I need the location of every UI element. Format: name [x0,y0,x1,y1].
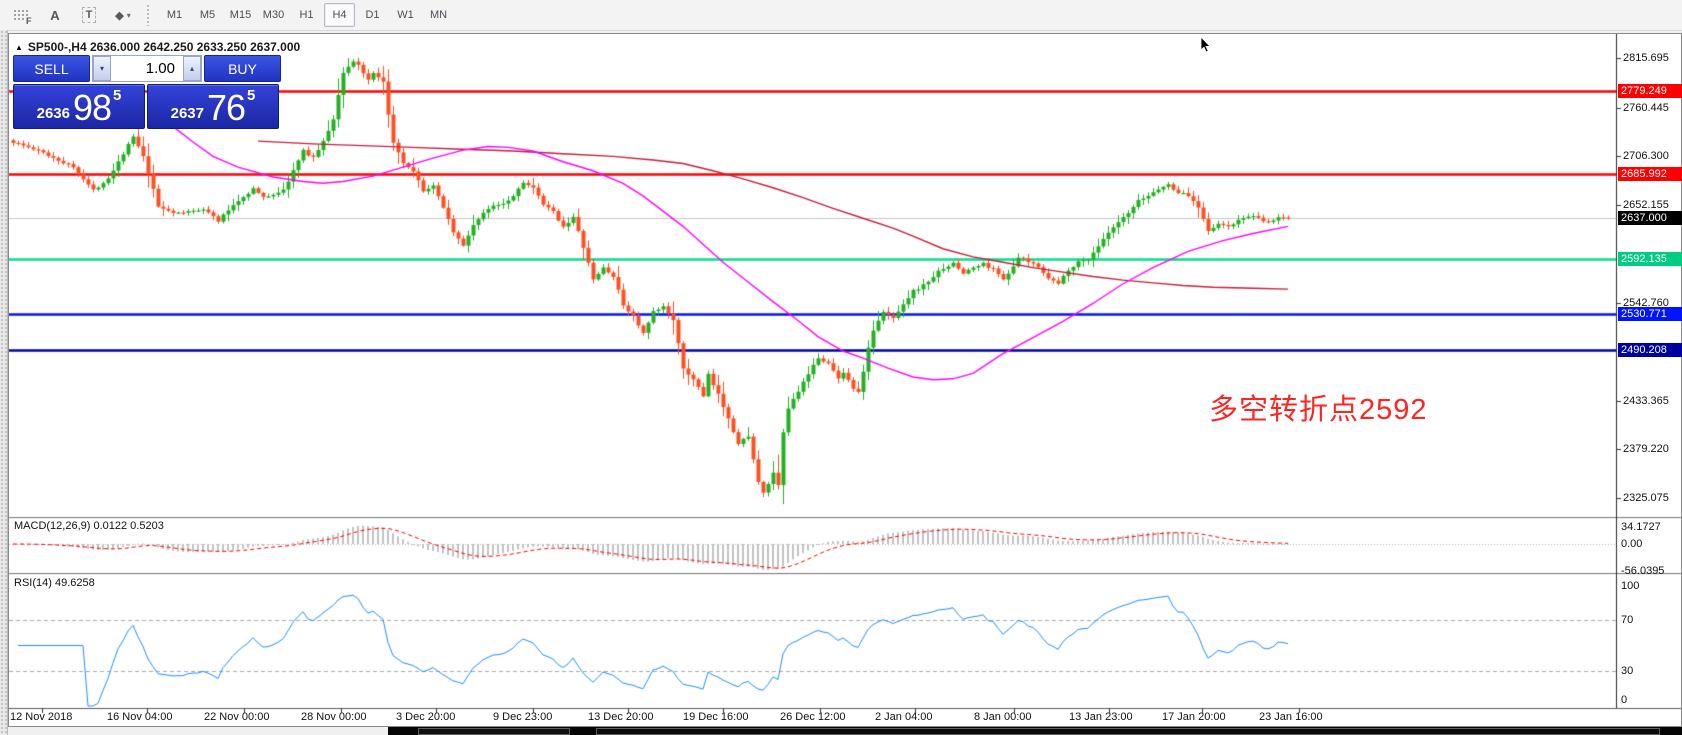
sell-button[interactable]: SELL [13,55,90,82]
bottom-dock-segment [596,728,1660,735]
time-axis-label: 19 Dec 16:00 [683,711,749,723]
indicators-grid-icon[interactable]: F [8,3,34,27]
bottom-dock-segment [418,728,570,735]
time-axis-label: 12 Nov 2018 [10,711,73,723]
price-axis-label: 2433.365 [1623,395,1669,407]
time-axis-label: 22 Nov 00:00 [204,711,270,723]
price-axis-label: 2815.695 [1623,52,1669,64]
price-axis-label: 2706.300 [1623,150,1669,162]
text-label-icon[interactable]: T [76,3,102,27]
time-axis-label: 9 Dec 23:00 [493,711,553,723]
price-level-badge[interactable]: 2637.000 [1618,211,1682,225]
buy-price-display[interactable]: 2637 76 5 [147,84,279,129]
rsi-axis-label: 0 [1621,694,1628,706]
time-axis-label: 23 Jan 16:00 [1259,711,1323,723]
price-level-badge[interactable]: 2685.992 [1618,167,1682,181]
toolbar-separator [146,4,151,26]
shapes-icon[interactable]: ◆ ▾ [115,9,131,22]
price-level-badge[interactable]: 2779.249 [1618,84,1682,98]
buy-price-small: 2637 [170,105,204,122]
time-axis-label: 2 Jan 04:00 [875,711,933,723]
buy-button[interactable]: BUY [204,55,281,82]
price-axis-label: 2760.445 [1623,102,1669,114]
sell-price-display[interactable]: 2636 98 5 [13,84,145,129]
macd-axis-label: 34.1727 [1621,521,1661,533]
macd-label: MACD(12,26,9) 0.0122 0.5203 [14,520,164,532]
macd-axis-label: 0.00 [1621,538,1643,550]
time-axis-label: 3 Dec 20:00 [396,711,456,723]
price-level-badge[interactable]: 2490.208 [1618,343,1682,357]
price-chart-canvas[interactable] [9,34,1681,726]
buy-price-sup: 5 [247,87,256,104]
rsi-axis-label: 30 [1621,665,1634,677]
tab-timeframe-M1[interactable]: M1 [166,9,183,21]
chart-text-annotation[interactable]: 多空转折点2592 [1209,394,1428,426]
sell-price-sup: 5 [113,87,122,104]
time-axis-label: 8 Jan 00:00 [974,711,1032,723]
price-axis-label: 2325.075 [1623,492,1669,504]
tab-timeframe-H4[interactable]: H4 [324,3,355,27]
mouse-cursor [1200,36,1212,53]
chart-collapse-icon[interactable]: ▲ [15,42,23,52]
left-dock-grip[interactable] [0,30,8,735]
tab-timeframe-M30[interactable]: M30 [262,9,285,21]
tab-timeframe-H1[interactable]: H1 [299,9,314,21]
tab-timeframe-W1[interactable]: W1 [397,9,414,21]
rsi-axis-label: 70 [1621,614,1634,626]
volume-input[interactable]: 1.00 [145,60,175,77]
trade-panel: SELL ▾ 1.00 ▴ BUY 2636 98 5 2637 76 5 [13,55,281,129]
sell-price-big: 98 [72,87,112,128]
time-axis-label: 13 Dec 20:00 [588,711,654,723]
sell-price-small: 2636 [36,105,70,122]
volume-decrease-button[interactable]: ▾ [93,56,111,81]
time-axis-label: 16 Nov 04:00 [107,711,173,723]
price-axis-label: 2652.155 [1623,199,1669,211]
chart-title: ▲ SP500-,H4 2636.000 2642.250 2633.250 2… [15,40,300,54]
font-icon[interactable]: A [50,7,60,23]
buy-price-big: 76 [206,87,246,128]
price-axis-label: 2379.220 [1623,443,1669,455]
time-axis-label: 26 Dec 12:00 [780,711,846,723]
bottom-dock-strip [388,727,1682,735]
time-axis-label: 17 Jan 20:00 [1162,711,1226,723]
timeframe-group: M1 M5 M15 M30 H1 H4 D1 W1 MN [158,3,455,27]
rsi-axis-label: 100 [1621,580,1640,592]
price-axis-label: 2542.760 [1623,297,1669,309]
price-level-badge[interactable]: 2530.771 [1618,307,1682,321]
dropdown-caret-icon: ▾ [126,10,131,20]
volume-increase-button[interactable]: ▴ [183,56,201,81]
macd-axis-label: -56.0395 [1621,565,1665,577]
time-axis-label: 13 Jan 23:00 [1069,711,1133,723]
tab-timeframe-M15[interactable]: M15 [229,9,252,21]
rsi-label: RSI(14) 49.6258 [14,577,95,589]
price-level-badge[interactable]: 2592.135 [1618,252,1682,266]
time-axis-label: 28 Nov 00:00 [301,711,367,723]
tab-timeframe-D1[interactable]: D1 [365,9,380,21]
toolbar: F A T ◆ ▾ M1 M5 M15 M30 H1 H4 D1 W1 MN [0,0,1682,31]
chart-title-text: SP500-,H4 2636.000 2642.250 2633.250 263… [27,40,301,54]
tab-timeframe-MN[interactable]: MN [429,9,448,21]
chart-window: ▲ SP500-,H4 2636.000 2642.250 2633.250 2… [8,33,1682,727]
volume-control: ▾ 1.00 ▴ [92,55,202,82]
tab-timeframe-M5[interactable]: M5 [199,9,216,21]
